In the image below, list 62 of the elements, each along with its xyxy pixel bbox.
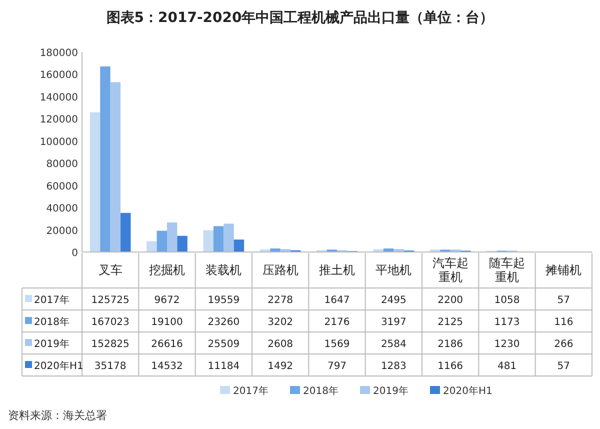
legend-label: 2017年 (34, 294, 70, 306)
data-label: 481 (497, 361, 517, 372)
data-label: 57 (557, 295, 570, 306)
y-tick-label: 0 (72, 248, 78, 259)
data-label: 19100 (151, 317, 183, 328)
data-label: 1173 (494, 317, 520, 328)
data-label: 2186 (438, 339, 464, 350)
y-tick-label: 120000 (40, 114, 78, 126)
data-label: 2125 (438, 317, 464, 328)
text: 资料来源：海关总署 (8, 409, 107, 422)
data-label: 1283 (380, 361, 406, 372)
y-tick-label: 160000 (40, 70, 78, 82)
chart-title: 图表5：2017-2020年中国工程机械产品出口量（单位：台） (106, 9, 494, 26)
data-label: 3202 (268, 317, 294, 328)
x-tick-label: 推土机 (319, 263, 355, 277)
x-tick-label: 随车起重机 (489, 256, 525, 284)
data-label: 19559 (208, 295, 240, 306)
data-label: 2584 (380, 339, 406, 350)
data-label: 1166 (438, 361, 464, 372)
data-label: 266 (554, 339, 574, 350)
data-label: 1647 (324, 295, 350, 306)
y-tick-label: 100000 (40, 136, 78, 148)
x-tick-label: 装载机 (206, 263, 242, 277)
y-tick-label: 80000 (46, 159, 78, 170)
data-label: 26616 (151, 339, 183, 350)
legend: 2017年 2018年 2019年 2020年H1 (220, 386, 492, 397)
data-label: 116 (554, 317, 574, 328)
y-tick-label: 140000 (40, 92, 78, 104)
data-label: 14532 (151, 361, 183, 372)
data-label: 3197 (380, 317, 406, 328)
x-tick-label: 平地机 (376, 263, 412, 277)
data-label: 797 (327, 361, 347, 372)
data-label: 25509 (208, 339, 240, 350)
x-tick-label: 汽车起重机 (432, 256, 468, 284)
data-label: 1569 (324, 339, 350, 350)
data-label: 57 (557, 361, 570, 372)
data-label: 152825 (91, 339, 130, 350)
x-tick-label: 压路机 (262, 263, 298, 277)
data-label: 167023 (91, 317, 130, 328)
y-tick-label: 20000 (46, 226, 78, 237)
data-label: 1492 (268, 361, 294, 372)
x-tick-label: 挖掘机 (149, 263, 185, 277)
legend-label: 2020年H1 (34, 360, 84, 372)
y-tick-label: 60000 (46, 181, 78, 192)
data-label: 1230 (494, 339, 520, 350)
data-label: 2278 (268, 295, 294, 306)
x-tick-label: 叉车 (98, 263, 122, 277)
data-label: 2176 (324, 317, 350, 328)
data-label: 2200 (438, 295, 464, 306)
legend-label: 2018年 (34, 316, 70, 328)
legend-label: 2019年 (34, 338, 70, 350)
data-label: 2608 (268, 339, 294, 350)
x-tick-label: 摊铺机 (546, 263, 582, 277)
data-label: 125725 (91, 295, 130, 306)
data-label: 1058 (494, 295, 520, 306)
data-label: 35178 (94, 361, 126, 372)
y-tick-label: 180000 (40, 48, 78, 59)
data-label: 11184 (208, 361, 240, 372)
data-label: 2495 (380, 295, 406, 306)
y-tick-label: 40000 (46, 204, 78, 215)
data-label: 23260 (208, 317, 240, 328)
data-label: 9672 (154, 295, 180, 306)
